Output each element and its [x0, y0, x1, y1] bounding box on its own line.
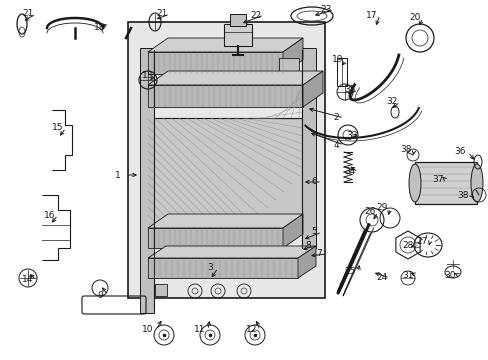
Text: 15: 15 — [52, 123, 63, 132]
Text: 31: 31 — [402, 270, 413, 279]
Text: 14: 14 — [22, 275, 34, 284]
Text: 21: 21 — [156, 9, 167, 18]
Text: 3: 3 — [207, 264, 212, 273]
Text: 38: 38 — [456, 190, 468, 199]
Text: 17: 17 — [366, 10, 377, 19]
Text: 10: 10 — [142, 325, 153, 334]
Text: 8: 8 — [305, 242, 310, 251]
Polygon shape — [303, 71, 323, 107]
Polygon shape — [148, 258, 297, 278]
Polygon shape — [148, 246, 315, 258]
Polygon shape — [297, 246, 315, 278]
Text: 27: 27 — [415, 238, 427, 247]
Text: 12: 12 — [246, 325, 257, 334]
Text: 16: 16 — [44, 211, 56, 220]
Bar — [414, 162, 476, 204]
Text: 36: 36 — [453, 148, 465, 157]
Text: 20: 20 — [408, 13, 420, 22]
Polygon shape — [283, 38, 303, 74]
Text: 22: 22 — [250, 10, 261, 19]
Text: 11: 11 — [194, 325, 205, 334]
Polygon shape — [148, 38, 303, 52]
Text: 26: 26 — [364, 207, 375, 216]
Bar — [140, 48, 154, 313]
Bar — [302, 48, 315, 248]
Ellipse shape — [408, 164, 420, 202]
Text: 28: 28 — [402, 240, 413, 249]
Bar — [336, 58, 346, 86]
Polygon shape — [148, 214, 303, 228]
Bar — [224, 24, 251, 46]
Bar — [128, 22, 325, 298]
Text: 7: 7 — [315, 249, 321, 258]
Text: 5: 5 — [310, 228, 316, 237]
Text: 13: 13 — [142, 71, 153, 80]
Ellipse shape — [470, 164, 482, 202]
Polygon shape — [283, 214, 303, 248]
Text: 38: 38 — [400, 145, 411, 154]
Text: 21: 21 — [22, 9, 34, 18]
Polygon shape — [148, 85, 303, 107]
Text: 35: 35 — [344, 85, 355, 94]
Bar — [155, 284, 167, 296]
Polygon shape — [148, 52, 283, 74]
Polygon shape — [148, 71, 323, 85]
Bar — [148, 118, 303, 223]
Text: 1: 1 — [115, 171, 121, 180]
Text: 6: 6 — [310, 177, 316, 186]
Text: 32: 32 — [386, 98, 397, 107]
Text: 33: 33 — [346, 130, 357, 139]
Text: 23: 23 — [320, 5, 331, 14]
Text: 34: 34 — [344, 167, 355, 176]
Polygon shape — [148, 228, 283, 248]
Text: 18: 18 — [94, 23, 105, 32]
Text: 29: 29 — [376, 203, 387, 212]
Text: 9: 9 — [97, 291, 102, 300]
Text: 37: 37 — [431, 175, 443, 184]
Text: 19: 19 — [331, 55, 343, 64]
Text: 30: 30 — [443, 270, 455, 279]
Bar — [279, 58, 298, 72]
Bar — [229, 14, 245, 26]
Text: 24: 24 — [376, 274, 387, 283]
Text: 25: 25 — [344, 267, 355, 276]
Text: 2: 2 — [332, 113, 338, 122]
Text: 4: 4 — [332, 140, 338, 149]
